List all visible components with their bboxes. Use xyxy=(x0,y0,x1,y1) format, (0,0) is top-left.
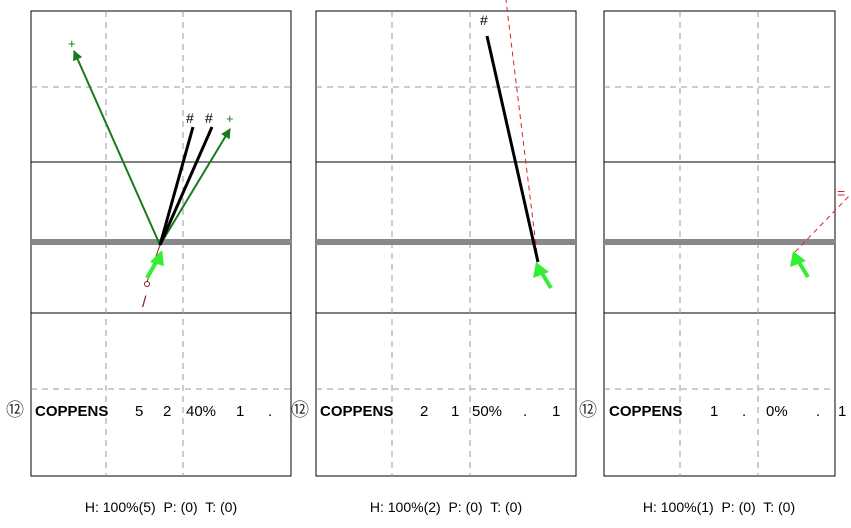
marker-slash: / xyxy=(142,294,147,311)
court-panel-2: # ⑫ COPPENS 2 1 50% . 1 H: 100%(2) P: (0… xyxy=(291,0,577,515)
shot-green-right xyxy=(159,128,231,246)
stat-n1: 1 xyxy=(710,403,718,420)
court-panel-3: = ⑫ COPPENS 1 . 0% . 1 H: 100%(1) P: (0)… xyxy=(579,10,851,515)
stat-pct: 40% xyxy=(186,403,216,420)
player-name: COPPENS xyxy=(320,403,393,420)
stat-n4: 1 xyxy=(552,403,560,420)
shot-green-left xyxy=(73,50,161,246)
player-name: COPPENS xyxy=(609,403,682,420)
stat-n4: . xyxy=(268,403,272,420)
shot-black-1 xyxy=(158,126,195,246)
trajectory-red-dashed xyxy=(505,0,539,263)
stat-n1: 2 xyxy=(420,403,428,420)
marker-hash-1: # xyxy=(480,12,488,28)
small-circle-marker xyxy=(144,281,150,287)
stat-n2: 1 xyxy=(451,403,459,420)
player-badge: ⑫ xyxy=(6,400,24,420)
panel-footer: H: 100%(2) P: (0) T: (0) xyxy=(370,499,522,515)
arrow-bright-head xyxy=(150,250,164,266)
player-name: COPPENS xyxy=(35,403,108,420)
marker-plus-right: + xyxy=(226,111,234,126)
stat-n1: 5 xyxy=(135,403,143,420)
stat-pct: 0% xyxy=(766,403,788,420)
stat-pct: 50% xyxy=(472,403,502,420)
shot-black-1 xyxy=(485,35,540,263)
player-badge: ⑫ xyxy=(291,400,309,420)
arrow-bright-head xyxy=(533,262,549,278)
arrow-bright-head xyxy=(790,251,806,267)
panel-footer: H: 100%(5) P: (0) T: (0) xyxy=(85,499,237,515)
court-panel-1: + # # + / ⑫ COPPENS 5 2 40% 1 . H: 100%(… xyxy=(6,10,292,515)
stat-n3: 1 xyxy=(236,403,244,420)
marker-plus-top: + xyxy=(68,36,76,51)
stat-n2: 2 xyxy=(163,403,171,420)
stat-n2: . xyxy=(742,403,746,420)
stat-n3: . xyxy=(816,403,820,420)
trajectory-red-dashed xyxy=(794,193,851,253)
marker-hash-2: # xyxy=(205,110,213,126)
panel-footer: H: 100%(1) P: (0) T: (0) xyxy=(643,499,795,515)
stat-n3: . xyxy=(523,403,527,420)
stat-n4: 1 xyxy=(838,403,846,420)
marker-hash-1: # xyxy=(186,110,194,126)
marker-equals: = xyxy=(837,185,845,201)
shot-black-2 xyxy=(158,126,214,246)
player-badge: ⑫ xyxy=(579,400,597,420)
